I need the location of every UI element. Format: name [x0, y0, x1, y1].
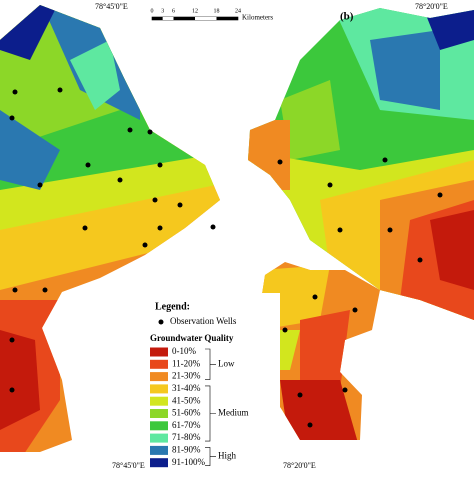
legend-label: 41-50% — [172, 395, 201, 405]
scale-bar-tick: 18 — [214, 8, 220, 14]
legend-group: High — [218, 451, 237, 461]
legend-swatch — [150, 396, 168, 406]
scale-bar-segment — [216, 17, 238, 20]
scale-bar-tick: 6 — [172, 8, 175, 14]
legend-swatch — [150, 409, 168, 418]
well-symbol — [158, 319, 164, 325]
legend-title: Legend: — [155, 301, 190, 312]
legend-swatch — [150, 433, 168, 443]
legend-label: 81-90% — [172, 444, 201, 454]
scale-bar-segment — [195, 17, 217, 20]
legend-label: 11-20% — [172, 358, 201, 368]
coordinate-label: 78°20'0"E — [415, 2, 448, 11]
scale-bar-tick: 3 — [161, 8, 164, 14]
legend-group: Medium — [218, 408, 249, 418]
legend-label: 91-100% — [172, 457, 205, 467]
coordinate-label: 78°45'0"E — [95, 2, 128, 11]
legend-bracket — [205, 348, 216, 380]
legend-label: 71-80% — [172, 432, 201, 442]
panel-label: (b) — [340, 11, 354, 23]
legend-label: 31-40% — [172, 383, 201, 393]
legend-label: 51-60% — [172, 408, 201, 418]
scale-bar-tick: 12 — [192, 8, 198, 14]
legend-quality-title: Groundwater Quality — [150, 333, 234, 343]
legend-swatch — [150, 359, 168, 369]
scale-bar-tick: 24 — [235, 8, 241, 14]
observation-wells — [9, 87, 443, 428]
legend-label: 61-70% — [172, 420, 201, 430]
legend-group: Low — [218, 358, 235, 368]
legend-label: 21-30% — [172, 371, 201, 381]
legend-bracket — [205, 447, 216, 466]
legend: Legend: Observation Wells Groundwater Qu… — [150, 301, 249, 468]
legend-bracket — [205, 385, 216, 442]
legend-label: 0-10% — [172, 346, 196, 356]
scale-bar-unit: Kilometers — [242, 14, 273, 22]
scale-bar-tick: 0 — [151, 8, 154, 14]
legend-swatch — [150, 421, 168, 431]
legend-swatch — [150, 458, 168, 468]
scale-bar-segment — [173, 17, 195, 20]
coordinate-label: 78°45'0"E — [112, 461, 145, 470]
scale-bar-segment — [162, 17, 174, 20]
legend-swatch — [150, 384, 168, 394]
legend-wells: Observation Wells — [170, 316, 237, 326]
legend-swatch — [150, 445, 168, 455]
legend-swatch — [150, 372, 168, 382]
scale-bar-segment — [152, 17, 163, 20]
coordinate-label: 78°20'0"E — [283, 461, 316, 470]
legend-swatch — [150, 347, 168, 357]
